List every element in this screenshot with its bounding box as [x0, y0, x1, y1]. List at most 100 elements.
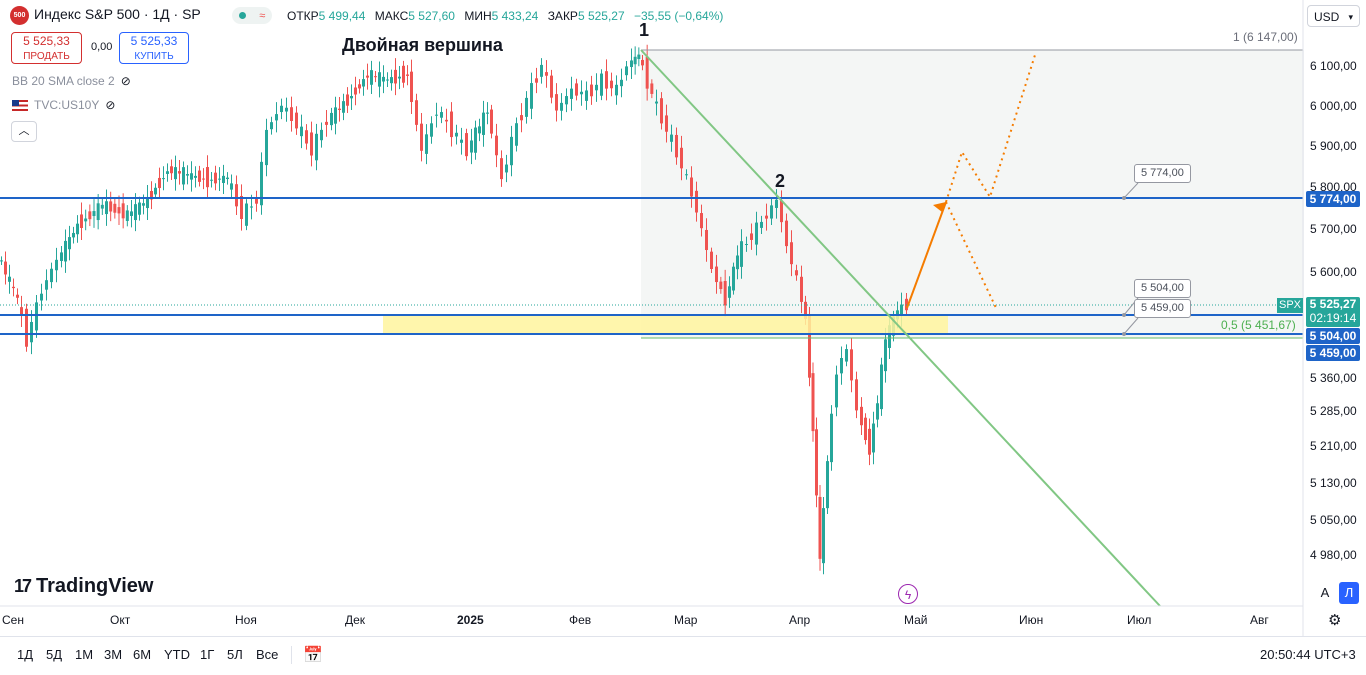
candle-body — [214, 172, 217, 184]
candle-body — [222, 175, 225, 184]
price-axis-label: 5 130,00 — [1310, 476, 1357, 490]
candle-body — [320, 129, 323, 141]
candle-body — [840, 357, 843, 374]
candle-body — [162, 178, 165, 180]
candle-body — [134, 204, 137, 221]
candle-body — [378, 72, 381, 87]
candle-body — [732, 266, 735, 291]
candle-body — [665, 115, 668, 132]
calendar-goto-icon[interactable]: 📅 — [303, 647, 323, 664]
downtrend-line — [640, 49, 1161, 607]
candle-body — [770, 205, 773, 219]
annotation-peak-1[interactable]: 1 — [639, 20, 650, 40]
candle-body — [290, 107, 293, 122]
timeframe-button[interactable]: 6М — [133, 647, 152, 662]
candle-body — [300, 126, 303, 137]
sell-button[interactable]: 5 525,33 ПРОДАТЬ — [11, 32, 82, 64]
log-scale-button[interactable]: Л — [1339, 582, 1359, 604]
leader-5774 — [1123, 182, 1139, 199]
timeframe-button[interactable]: 3М — [104, 647, 123, 662]
candle-body — [505, 164, 508, 173]
candle-body — [117, 207, 121, 214]
annotation-peak-2[interactable]: 2 — [775, 171, 786, 191]
buy-button[interactable]: 5 525,33 КУПИТЬ — [119, 32, 189, 64]
candle-body — [690, 177, 693, 197]
callout-5504[interactable]: 5 504,00 — [1134, 279, 1191, 298]
candle-body — [760, 221, 763, 228]
candle-body — [50, 268, 53, 283]
time-axis-label: Авг — [1250, 613, 1269, 627]
price-axis-label: 5 900,00 — [1310, 139, 1357, 153]
lightning-icon[interactable]: ϟ — [898, 584, 918, 604]
candle-body — [486, 112, 489, 114]
candle-body — [590, 84, 593, 97]
candle-body — [804, 301, 807, 319]
candle-body — [68, 237, 71, 250]
candle-body — [390, 77, 393, 84]
price-tag-5504: 5 504,00 — [1306, 328, 1360, 344]
candle-body — [864, 417, 867, 441]
timeframe-button[interactable]: 1М — [75, 647, 94, 662]
candle-body — [633, 56, 637, 65]
timeframe-button[interactable]: YTD — [164, 647, 190, 662]
candle-body — [478, 126, 481, 134]
candle-body — [610, 80, 613, 89]
indicator-bb[interactable]: BB 20 SMA close 2 ⊘ — [12, 74, 131, 88]
candle-body — [811, 373, 815, 432]
projection-solid — [906, 201, 947, 309]
collapse-indicators-button[interactable]: ︿ — [11, 121, 37, 142]
timeframe-button[interactable]: 1Г — [200, 647, 215, 662]
price-axis-label: 4 980,00 — [1310, 548, 1357, 562]
candle-body — [650, 83, 654, 94]
candle-body — [88, 211, 92, 220]
timeframe-button[interactable]: 5Л — [227, 647, 243, 662]
candlestick-series — [0, 44, 908, 575]
annotation-double-top[interactable]: Двойная вершина — [342, 35, 503, 55]
eye-hidden-icon[interactable]: ⊘ — [120, 74, 131, 88]
timeframe-button[interactable]: Все — [256, 647, 279, 662]
candle-body — [580, 91, 583, 95]
candle-body — [310, 132, 313, 156]
candle-body — [595, 84, 598, 91]
callout-5459[interactable]: 5 459,00 — [1134, 299, 1191, 318]
candle-body — [295, 112, 298, 129]
candle-body — [280, 105, 283, 113]
eye-hidden-icon[interactable]: ⊘ — [105, 98, 116, 112]
auto-scale-button[interactable]: A — [1320, 585, 1330, 600]
candle-body — [876, 403, 879, 420]
price-axis-label: 5 285,00 — [1310, 404, 1357, 418]
candle-body — [250, 206, 253, 208]
candle-body — [785, 220, 788, 247]
symbol-logo-icon: 500 — [10, 6, 29, 25]
candle-body — [625, 66, 628, 76]
clock-readout[interactable]: 20:50:44 UTC+3 — [1260, 647, 1356, 662]
timeframe-button[interactable]: 1Д — [17, 647, 34, 662]
market-status[interactable]: ≈ — [232, 7, 272, 24]
candle-body — [398, 76, 401, 79]
candle-body — [530, 83, 533, 109]
candle-body — [585, 90, 588, 101]
candle-body — [765, 215, 768, 219]
leader-5459 — [1123, 317, 1139, 335]
settings-gear-icon[interactable]: ⚙ — [1328, 612, 1342, 629]
candle-body — [818, 496, 822, 559]
currency-select[interactable]: USD ▾ — [1307, 5, 1360, 27]
candle-body — [826, 461, 829, 509]
indicator-us10y[interactable]: TVC:US10Y ⊘ — [12, 98, 115, 112]
candle-body — [670, 134, 673, 142]
candle-body — [660, 98, 663, 124]
fib-label-top: 1 (6 147,00) — [1233, 30, 1298, 44]
candle-body — [880, 364, 883, 410]
candle-body — [630, 60, 633, 68]
tradingview-logo[interactable]: 17 TradingView — [14, 575, 154, 597]
candle-body — [158, 177, 161, 189]
timeframe-button[interactable]: 5Д — [46, 647, 63, 662]
candle-body — [305, 130, 308, 144]
symbol-title[interactable]: Индекс S&P 500 · 1Д · SP — [34, 6, 201, 22]
candle-body — [150, 190, 153, 200]
callout-5774[interactable]: 5 774,00 — [1134, 164, 1191, 183]
price-axis-label: 6 000,00 — [1310, 99, 1357, 113]
candle-body — [8, 276, 11, 282]
candle-body — [64, 240, 67, 262]
